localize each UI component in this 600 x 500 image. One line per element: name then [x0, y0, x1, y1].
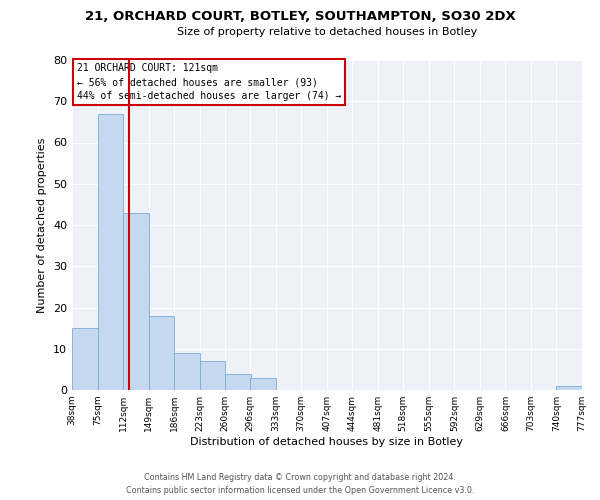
Bar	[225, 374, 251, 390]
Bar	[123, 212, 149, 390]
Text: 21 ORCHARD COURT: 121sqm
← 56% of detached houses are smaller (93)
44% of semi-d: 21 ORCHARD COURT: 121sqm ← 56% of detach…	[77, 64, 341, 102]
Bar	[200, 361, 225, 390]
Y-axis label: Number of detached properties: Number of detached properties	[37, 138, 47, 312]
Bar	[149, 316, 174, 390]
Bar	[174, 353, 200, 390]
X-axis label: Distribution of detached houses by size in Botley: Distribution of detached houses by size …	[191, 437, 464, 447]
Bar	[556, 386, 582, 390]
Bar	[250, 378, 275, 390]
Bar	[72, 328, 98, 390]
Title: Size of property relative to detached houses in Botley: Size of property relative to detached ho…	[177, 27, 477, 37]
Text: Contains HM Land Registry data © Crown copyright and database right 2024.
Contai: Contains HM Land Registry data © Crown c…	[126, 474, 474, 495]
Text: 21, ORCHARD COURT, BOTLEY, SOUTHAMPTON, SO30 2DX: 21, ORCHARD COURT, BOTLEY, SOUTHAMPTON, …	[85, 10, 515, 23]
Bar	[98, 114, 123, 390]
